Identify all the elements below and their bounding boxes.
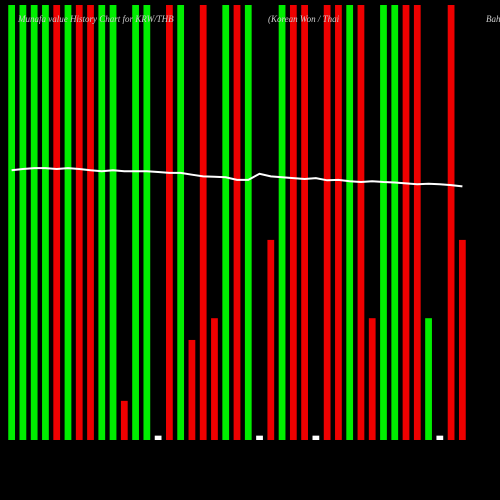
bar xyxy=(222,5,230,440)
bar xyxy=(368,318,376,440)
bar xyxy=(447,5,455,440)
bar xyxy=(64,5,72,440)
bar xyxy=(132,5,139,440)
bar xyxy=(425,318,432,440)
bar xyxy=(177,5,185,440)
bar xyxy=(42,5,49,440)
bar xyxy=(53,5,61,440)
bar xyxy=(357,5,365,440)
bar xyxy=(402,5,410,440)
bar xyxy=(244,5,252,440)
bar xyxy=(436,435,444,440)
bar xyxy=(301,5,308,440)
bar xyxy=(380,5,387,440)
bar xyxy=(391,5,399,440)
bar xyxy=(75,5,83,440)
chart-title: Munafa value History Chart for KRW/THB xyxy=(17,14,174,24)
bar xyxy=(256,435,263,440)
bar xyxy=(278,5,286,440)
bar xyxy=(120,400,128,440)
bar xyxy=(346,5,354,440)
bars xyxy=(8,5,466,440)
bar xyxy=(154,435,162,440)
bar xyxy=(233,5,241,440)
bar xyxy=(267,239,275,440)
bar xyxy=(312,435,320,440)
bar xyxy=(323,5,331,440)
line xyxy=(11,167,463,188)
bar xyxy=(30,5,38,440)
bar xyxy=(199,5,207,440)
bar xyxy=(19,5,27,440)
annotation: Baht xyxy=(486,14,500,24)
bar xyxy=(109,5,117,440)
bar xyxy=(87,5,94,440)
bar xyxy=(211,318,218,440)
bar xyxy=(98,5,106,440)
bar xyxy=(413,5,421,440)
bar xyxy=(458,239,466,440)
bar xyxy=(166,5,173,440)
bar xyxy=(188,339,196,440)
bar xyxy=(8,5,16,440)
bar xyxy=(289,5,297,440)
bar xyxy=(335,5,342,440)
chart-subtitle: (Korean Won / Thai xyxy=(268,14,340,24)
bar xyxy=(143,5,151,440)
